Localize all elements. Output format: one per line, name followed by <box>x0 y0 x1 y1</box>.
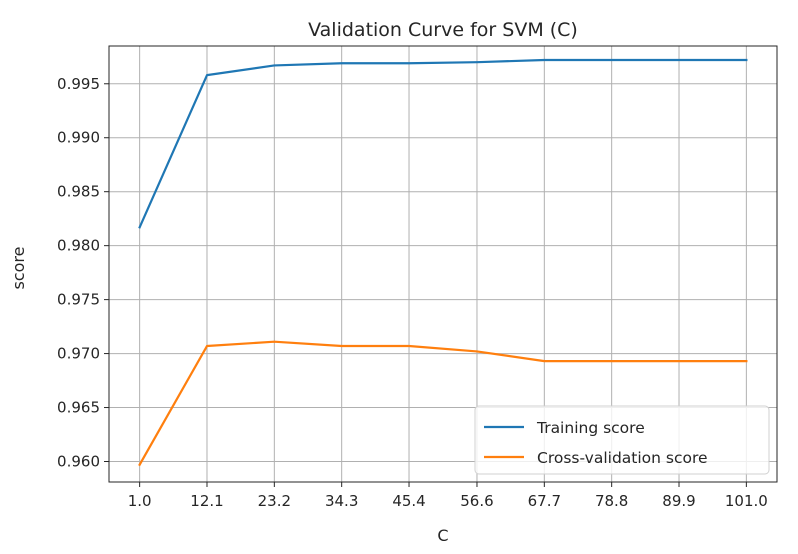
chart-title: Validation Curve for SVM (C) <box>308 19 578 41</box>
y-tick-label: 0.960 <box>57 452 100 470</box>
y-tick-label: 0.995 <box>57 75 100 93</box>
cross-validation-score-line <box>138 340 748 467</box>
y-tick-label: 0.980 <box>57 237 100 255</box>
legend: Training score Cross-validation score <box>474 405 770 475</box>
plot-frame <box>108 45 778 483</box>
grid-layer <box>109 46 777 482</box>
tick-layer: 1.0 12.1 23.2 34.3 45.4 56.6 67.7 78.8 89.9 101.0… <box>57 75 768 510</box>
y-tick-label: 0.985 <box>57 183 100 201</box>
y-tick-label: 0.965 <box>57 399 100 417</box>
y-tick-label: 0.970 <box>57 345 100 363</box>
legend-label: Cross-validation score <box>537 449 708 467</box>
x-tick-label: 12.1 <box>190 492 223 510</box>
legend-box <box>474 405 770 475</box>
training-score-line <box>138 58 748 229</box>
x-tick-label: 23.2 <box>258 492 291 510</box>
x-tick-label: 78.8 <box>595 492 628 510</box>
x-axis-label: C <box>437 526 448 545</box>
x-tick-label: 45.4 <box>392 492 425 510</box>
x-tick-label: 67.7 <box>528 492 561 510</box>
legend-label: Training score <box>536 419 645 437</box>
y-tick-label: 0.990 <box>57 129 100 147</box>
x-tick-label: 89.9 <box>662 492 695 510</box>
y-axis-label: score <box>9 247 28 290</box>
x-tick-label: 101.0 <box>725 492 768 510</box>
x-tick-label: 56.6 <box>460 492 493 510</box>
series-layer <box>138 58 748 467</box>
x-tick-label: 1.0 <box>128 492 152 510</box>
y-tick-label: 0.975 <box>57 291 100 309</box>
x-tick-label: 34.3 <box>325 492 358 510</box>
